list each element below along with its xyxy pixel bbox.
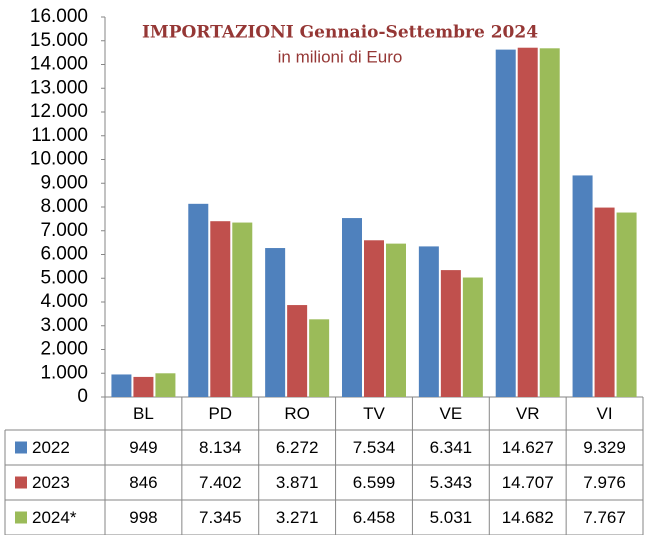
y-tick-label: 4.000: [40, 291, 88, 312]
bar: [539, 48, 560, 398]
legend-swatch: [15, 441, 27, 454]
data-label: 846: [129, 473, 157, 492]
y-tick-label: 12.000: [30, 101, 88, 122]
data-label: 6.341: [430, 438, 473, 457]
bar: [188, 203, 209, 397]
y-tick-label: 7.000: [40, 220, 88, 241]
bar: [418, 246, 439, 397]
x-tick-label: VR: [516, 404, 540, 423]
legend-label: 2024*: [32, 508, 77, 527]
data-label: 9.329: [583, 438, 626, 457]
bar: [495, 49, 516, 397]
data-label: 14.682: [502, 508, 554, 527]
y-tick-label: 14.000: [30, 54, 88, 75]
bar: [210, 221, 231, 397]
y-tick-label: 10.000: [30, 149, 88, 170]
y-tick-label: 5.000: [40, 267, 88, 288]
data-label: 14.707: [502, 473, 554, 492]
legend-swatch: [15, 511, 27, 524]
bar: [386, 243, 406, 397]
bar: [616, 212, 637, 397]
data-label: 5.031: [430, 508, 473, 527]
y-tick-label: 3.000: [40, 315, 88, 336]
bar: [342, 218, 362, 397]
data-label: 7.345: [199, 508, 242, 527]
y-tick-label: 11.000: [31, 125, 88, 146]
data-label: 7.534: [353, 438, 396, 457]
data-label: 998: [129, 508, 157, 527]
data-label: 949: [129, 438, 157, 457]
bar: [265, 248, 286, 397]
legend-label: 2022: [32, 438, 70, 457]
y-tick-label: 15.000: [30, 30, 88, 51]
y-tick-label: 6.000: [40, 244, 88, 265]
bar: [287, 305, 308, 397]
data-label: 6.272: [276, 438, 319, 457]
data-label: 6.458: [353, 508, 396, 527]
y-tick-label: 2.000: [40, 339, 88, 360]
x-tick-label: TV: [363, 404, 385, 423]
y-tick-label: 0: [77, 386, 88, 407]
y-tick-label: 8.000: [40, 196, 88, 217]
y-tick-label: 1.000: [40, 362, 88, 383]
legend-swatch: [15, 476, 27, 489]
x-tick-label: BL: [133, 404, 154, 423]
chart-subtitle: in milioni di Euro: [278, 47, 403, 66]
x-tick-label: VI: [597, 404, 613, 423]
x-tick-label: PD: [208, 404, 232, 423]
bar: [309, 319, 330, 397]
bar: [133, 376, 154, 397]
data-label: 8.134: [199, 438, 242, 457]
data-label: 3.271: [276, 508, 319, 527]
x-tick-label: RO: [284, 404, 310, 423]
bar: [111, 374, 132, 397]
bar: [232, 222, 253, 397]
data-label: 7.767: [583, 508, 626, 527]
data-label: 5.343: [430, 473, 473, 492]
data-label: 6.599: [353, 473, 396, 492]
data-label: 14.627: [502, 438, 554, 457]
y-tick-label: 16.000: [30, 6, 88, 27]
x-tick-label: VE: [440, 404, 463, 423]
bar: [440, 270, 461, 397]
bar: [572, 175, 593, 397]
y-tick-label: 9.000: [40, 172, 88, 193]
chart-title: IMPORTAZIONI Gennaio-Settembre 2024: [142, 23, 538, 43]
bar: [364, 240, 384, 397]
bar: [462, 277, 483, 397]
bar: [594, 207, 615, 397]
data-label: 7.976: [583, 473, 626, 492]
data-label: 3.871: [276, 473, 319, 492]
bar: [155, 373, 176, 397]
y-tick-label: 13.000: [30, 77, 88, 98]
bar: [517, 47, 538, 398]
legend-label: 2023: [32, 473, 70, 492]
data-label: 7.402: [199, 473, 242, 492]
